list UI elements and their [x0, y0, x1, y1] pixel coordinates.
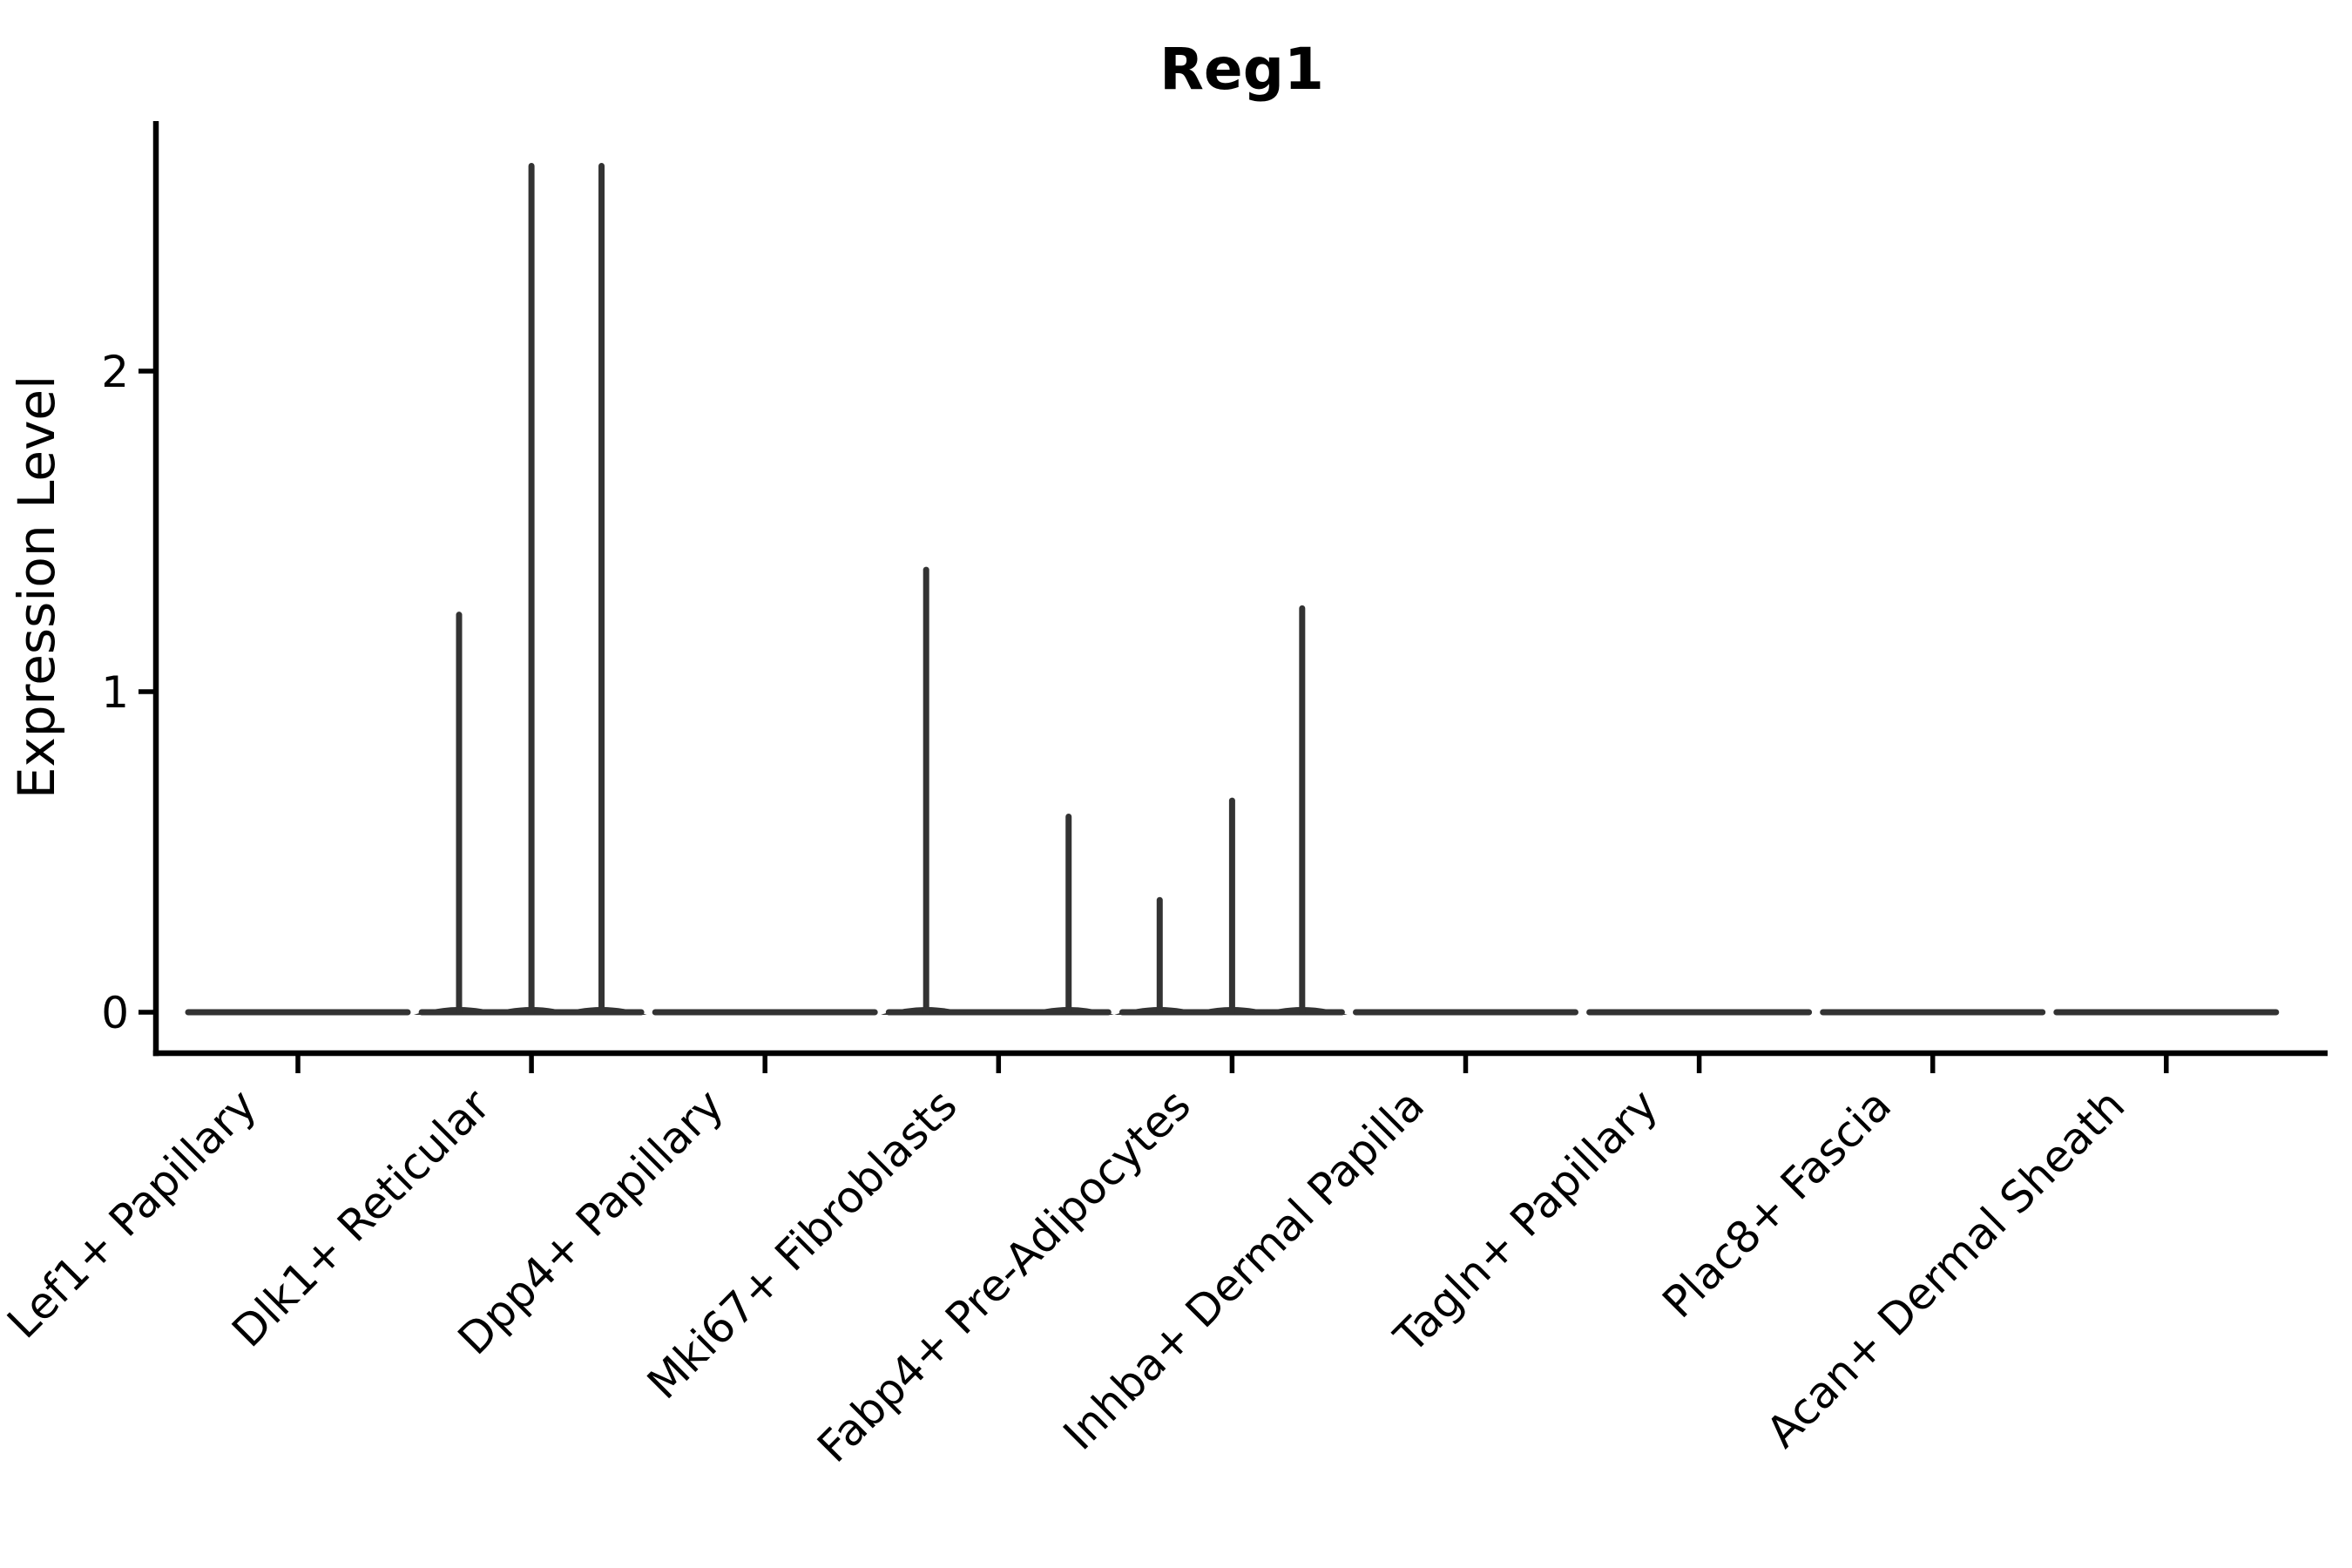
y-axis-label: Expression Level — [7, 375, 66, 799]
y-tick-label: 0 — [101, 988, 129, 1038]
chart-title: Reg1 — [1159, 36, 1324, 103]
y-tick-label: 1 — [101, 667, 129, 718]
y-tick-label: 2 — [101, 347, 129, 397]
